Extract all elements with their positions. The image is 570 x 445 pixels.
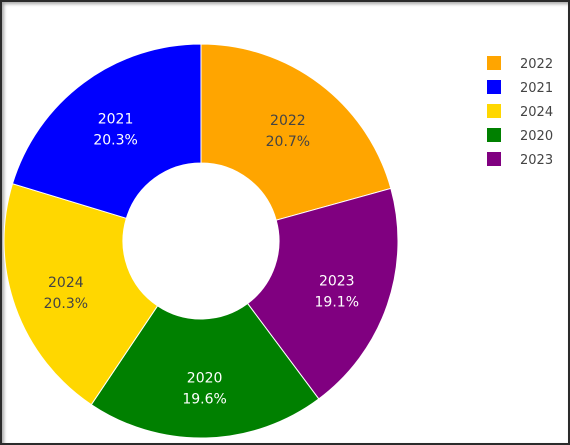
legend-item-2020[interactable]: 2020 <box>487 128 553 144</box>
legend-item-2022[interactable]: 2022 <box>487 56 553 72</box>
slice-2022[interactable] <box>200 43 392 221</box>
slice-2020[interactable] <box>90 302 320 439</box>
slice-2021[interactable] <box>11 43 202 219</box>
slice-label-year-2023: 2023 <box>319 273 355 289</box>
legend-swatch-2022[interactable] <box>487 56 501 70</box>
legend-swatch-2024[interactable] <box>487 104 501 118</box>
slice-label-percent-2022: 20.7% <box>266 134 310 150</box>
slice-label-year-2020: 2020 <box>187 370 223 386</box>
slice-label-year-2022: 2022 <box>270 113 306 129</box>
legend-swatch-2020[interactable] <box>487 128 501 142</box>
legend-item-2021[interactable]: 2021 <box>487 80 553 96</box>
slice-label-year-2021: 2021 <box>98 112 134 128</box>
legend-swatch-2023[interactable] <box>487 152 501 166</box>
legend-label-2024[interactable]: 2024 <box>520 105 553 120</box>
slice-label-percent-2023: 19.1% <box>315 294 359 310</box>
legend-swatch-2021[interactable] <box>487 80 501 94</box>
legend-label-2022[interactable]: 2022 <box>520 57 553 72</box>
donut-slices <box>3 43 399 439</box>
legend-item-2023[interactable]: 2023 <box>487 152 553 168</box>
slice-2023[interactable] <box>246 187 399 400</box>
slice-2024[interactable] <box>3 183 159 406</box>
slice-label-percent-2024: 20.3% <box>44 296 88 312</box>
legend-label-2020[interactable]: 2020 <box>520 129 553 144</box>
slice-label-percent-2020: 19.6% <box>182 391 226 407</box>
legend[interactable]: 2022 2021 2024 2020 2023 <box>487 56 553 168</box>
legend-label-2021[interactable]: 2021 <box>520 81 553 96</box>
legend-item-2024[interactable]: 2024 <box>487 104 553 120</box>
slice-label-year-2024: 2024 <box>48 275 84 291</box>
slice-labels: 2022 20.7% 2023 19.1% 2020 19.6% 2024 20.3% 2021… <box>44 112 359 408</box>
slice-label-percent-2021: 20.3% <box>93 133 137 149</box>
legend-label-2023[interactable]: 2023 <box>520 153 553 168</box>
